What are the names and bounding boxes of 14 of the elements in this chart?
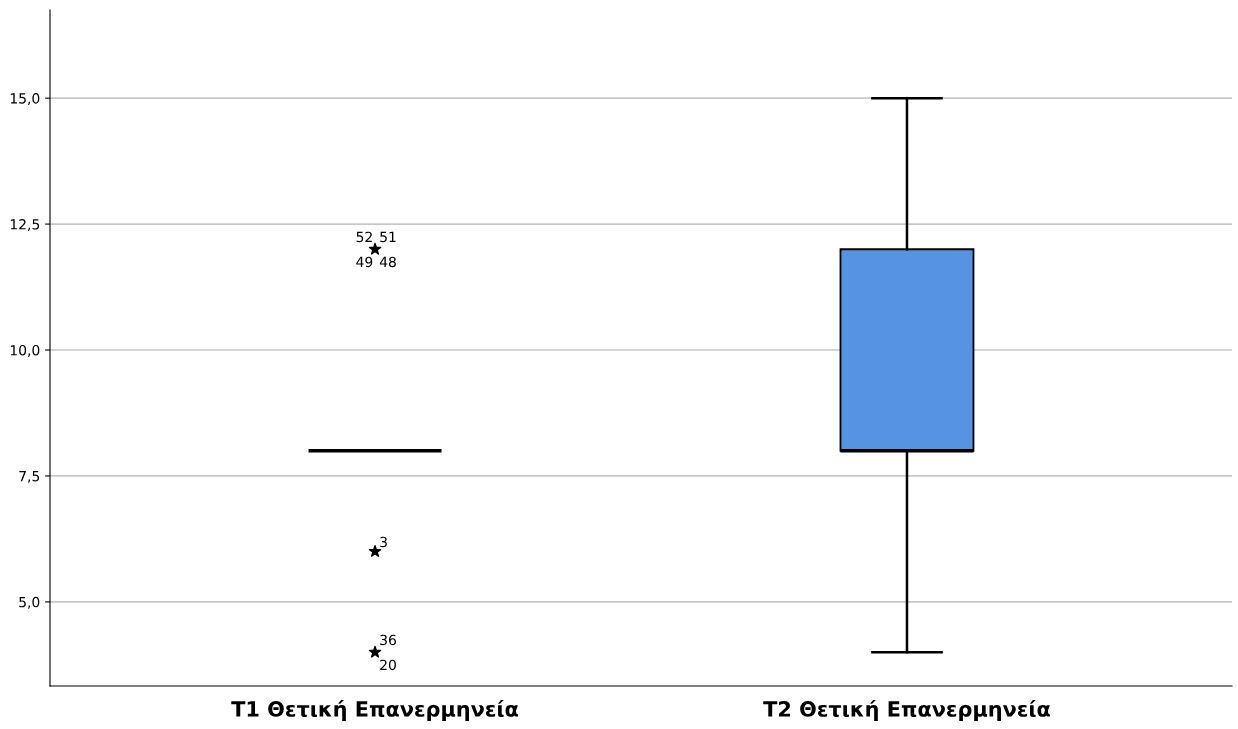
y-tick-label: 15,0 — [10, 93, 40, 106]
y-tick-label: 10,0 — [10, 344, 40, 357]
annotation: 51 — [380, 231, 396, 243]
y-tick-label: 5,0 — [19, 596, 40, 609]
annotation: 52 — [356, 231, 372, 243]
y-tick-label: 7,5 — [19, 471, 40, 483]
annotation: 3 — [380, 536, 387, 548]
annotation: 36 — [380, 634, 396, 646]
annotation: 48 — [379, 256, 396, 268]
x-tick-label: T1 Θετική Επανερμηνεία — [231, 699, 518, 721]
annotation: 49 — [356, 256, 373, 268]
annotation: 20 — [380, 659, 396, 671]
x-tick-label: T2 Θετική Επανερμηνεία — [763, 699, 1050, 721]
y-tick-label: 12,5 — [10, 219, 40, 231]
